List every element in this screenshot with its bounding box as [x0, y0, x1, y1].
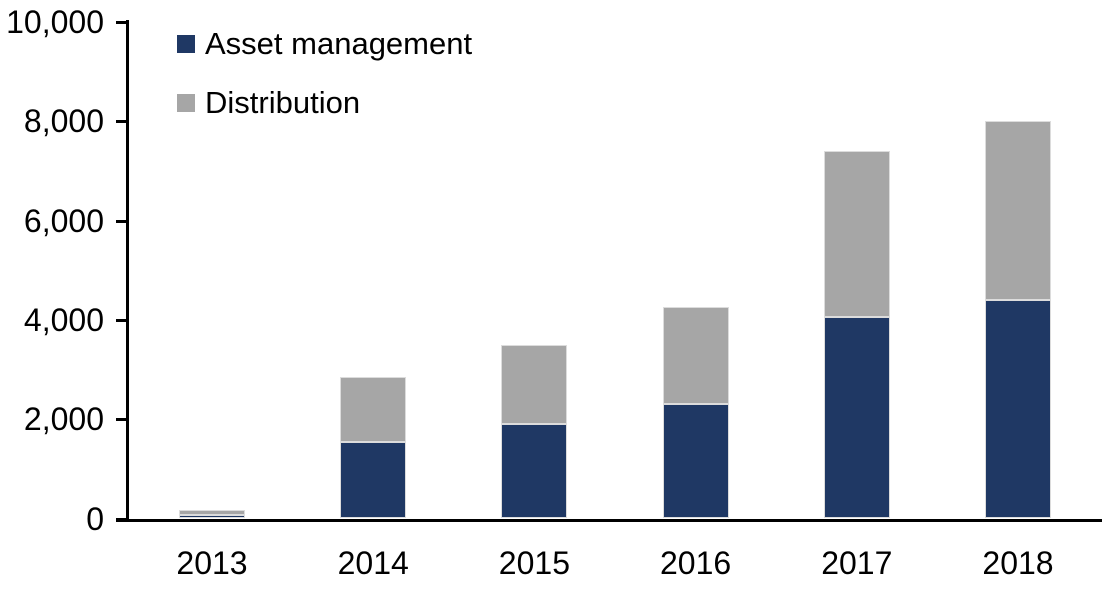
y-axis-tick-label: 8,000 [23, 103, 104, 140]
y-axis-tick [116, 517, 129, 521]
bar-segment-distribution [501, 344, 568, 425]
y-axis-tick [116, 21, 129, 24]
bar-segment-asset-management [179, 514, 245, 519]
y-axis-tick-label: 6,000 [23, 202, 104, 239]
legend-label: Distribution [205, 85, 361, 120]
bar-segment-asset-management [823, 317, 890, 519]
bar-segment-asset-management [985, 300, 1051, 519]
y-axis-tick-label: 2,000 [23, 401, 104, 438]
legend-swatch-asset-management [177, 35, 195, 53]
x-axis-tick-label: 2013 [176, 545, 248, 581]
x-axis-tick-label: 2014 [337, 545, 409, 581]
bar-segment-distribution [662, 307, 729, 405]
y-axis-tick-label: 0 [86, 500, 104, 537]
x-axis-tick-label: 2017 [821, 545, 893, 581]
bar-segment-distribution [823, 151, 890, 318]
legend-label: Asset management [205, 26, 473, 61]
legend-item: Asset management [177, 26, 472, 62]
bar-segment-distribution [179, 509, 245, 515]
y-axis-tick [116, 318, 129, 322]
y-axis-line [126, 20, 129, 522]
y-axis-tick [116, 120, 129, 124]
x-axis-tick-label: 2016 [660, 545, 732, 581]
y-axis-tick-label: 10,000 [6, 4, 104, 40]
bar-segment-asset-management [662, 404, 729, 519]
y-axis-tick [116, 219, 129, 223]
legend-swatch-distribution [177, 94, 195, 112]
y-axis-tick-label: 4,000 [23, 301, 104, 338]
bar-segment-asset-management [501, 424, 568, 519]
bar-segment-distribution [985, 121, 1051, 301]
x-axis-line [116, 518, 1102, 522]
legend-item: Distribution [177, 85, 360, 121]
x-axis-tick-label: 2018 [982, 545, 1054, 581]
bar-segment-asset-management [340, 441, 407, 519]
y-axis-tick [116, 418, 129, 422]
bar-segment-distribution [340, 376, 407, 442]
x-axis-tick-label: 2015 [498, 545, 570, 581]
